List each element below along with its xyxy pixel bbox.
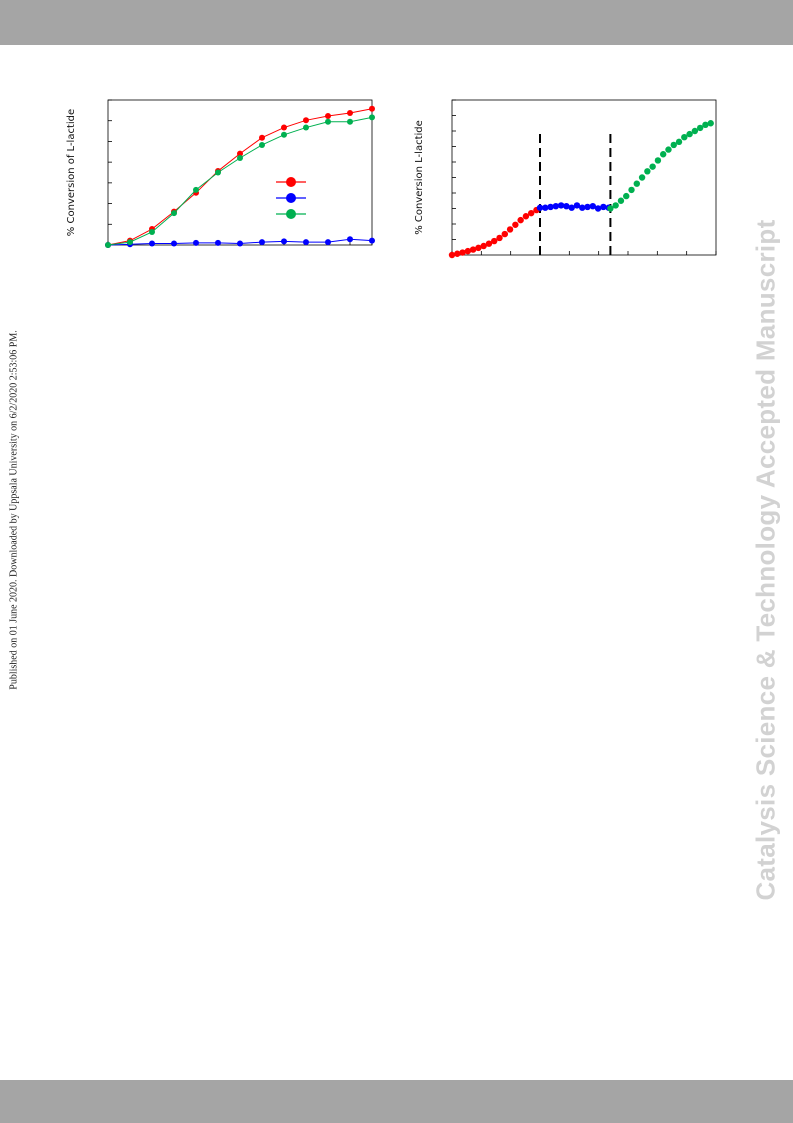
data-point-red: [303, 117, 309, 124]
data-point-green: [149, 228, 155, 235]
series-line-green: [107, 116, 373, 246]
data-point-red: [491, 237, 498, 245]
legend-marker-red: [286, 177, 296, 187]
legend-marker-green: [286, 209, 296, 219]
data-point-green: [686, 130, 693, 138]
data-point-blue: [557, 202, 565, 209]
data-point-red: [506, 226, 514, 233]
data-point-blue: [563, 202, 570, 210]
data-point-green: [623, 192, 630, 200]
data-point-green: [325, 118, 331, 125]
data-point-green: [303, 124, 309, 131]
data-point-red: [454, 250, 461, 257]
data-point-green: [215, 169, 221, 176]
data-point-green: [628, 186, 635, 194]
data-point-blue: [568, 204, 575, 211]
footer-bar: [0, 1080, 793, 1123]
data-point-green: [702, 121, 709, 128]
data-point-red: [501, 230, 508, 238]
data-point-blue: [594, 205, 602, 212]
data-point-green: [259, 141, 265, 148]
data-point-blue: [149, 240, 155, 247]
data-point-blue: [573, 202, 581, 209]
data-point-red: [528, 209, 535, 217]
data-point-green: [347, 118, 353, 125]
data-point-blue: [325, 239, 331, 246]
data-point-blue: [215, 239, 221, 246]
data-point-red: [281, 124, 287, 131]
data-point-blue: [171, 240, 177, 247]
data-point-red: [480, 242, 487, 250]
data-point-red: [259, 134, 265, 141]
data-point-green: [665, 146, 672, 153]
data-point-red: [517, 216, 524, 224]
chart-2: % Conversion L-lactide: [414, 99, 717, 259]
data-point-green: [612, 202, 619, 209]
data-point-red: [237, 150, 243, 157]
legend-marker-blue: [286, 193, 296, 203]
data-point-blue: [589, 202, 596, 210]
data-point-blue: [303, 239, 309, 246]
data-point-red: [459, 249, 466, 256]
data-point-green: [105, 242, 111, 248]
data-point-blue: [347, 236, 353, 243]
data-point-red: [369, 105, 375, 112]
data-point-blue: [584, 203, 591, 211]
data-point-blue: [237, 240, 243, 247]
data-point-red: [522, 213, 530, 220]
data-point-green: [617, 197, 625, 204]
data-point-green: [237, 155, 243, 161]
series-line-red: [107, 108, 373, 246]
plot-frame: [451, 99, 717, 256]
data-point-blue: [600, 203, 607, 211]
data-point-blue: [552, 202, 560, 210]
data-point-green: [644, 168, 651, 175]
data-point-green: [649, 163, 656, 170]
data-point-red: [475, 244, 482, 252]
data-point-red: [325, 112, 331, 119]
data-point-blue: [259, 239, 265, 246]
data-point-green: [281, 131, 287, 138]
data-point-green: [638, 174, 646, 181]
data-point-blue: [369, 237, 375, 244]
data-point-green: [696, 124, 704, 132]
data-point-blue: [193, 239, 199, 246]
y-axis-label: % Conversion of L-lactide: [66, 109, 77, 236]
data-point-blue: [536, 204, 544, 211]
data-point-blue: [281, 238, 287, 245]
data-point-green: [654, 157, 662, 164]
data-point-blue: [579, 204, 586, 211]
data-point-green: [675, 138, 683, 146]
data-point-green: [127, 239, 133, 246]
data-point-red: [496, 234, 503, 242]
data-point-blue: [542, 204, 549, 211]
header-bar: [0, 0, 793, 45]
data-point-red: [469, 246, 477, 253]
y-axis-label: % Conversion L-lactide: [414, 120, 425, 235]
data-point-green: [707, 120, 714, 127]
data-point-green: [193, 186, 199, 193]
data-point-blue: [547, 203, 554, 211]
data-point-green: [691, 127, 699, 135]
data-point-green: [660, 151, 667, 158]
data-point-green: [171, 210, 177, 217]
data-point-green: [681, 134, 688, 141]
data-point-red: [512, 221, 519, 228]
data-point-red: [347, 110, 353, 117]
data-point-green: [369, 114, 375, 121]
data-point-green: [670, 141, 677, 149]
data-point-red: [464, 247, 472, 255]
data-point-red: [448, 251, 456, 259]
data-point-red: [485, 240, 493, 247]
data-point-green: [633, 180, 640, 187]
chart-1: % Conversion of L-lactide: [66, 99, 375, 248]
data-point-green: [607, 205, 614, 212]
